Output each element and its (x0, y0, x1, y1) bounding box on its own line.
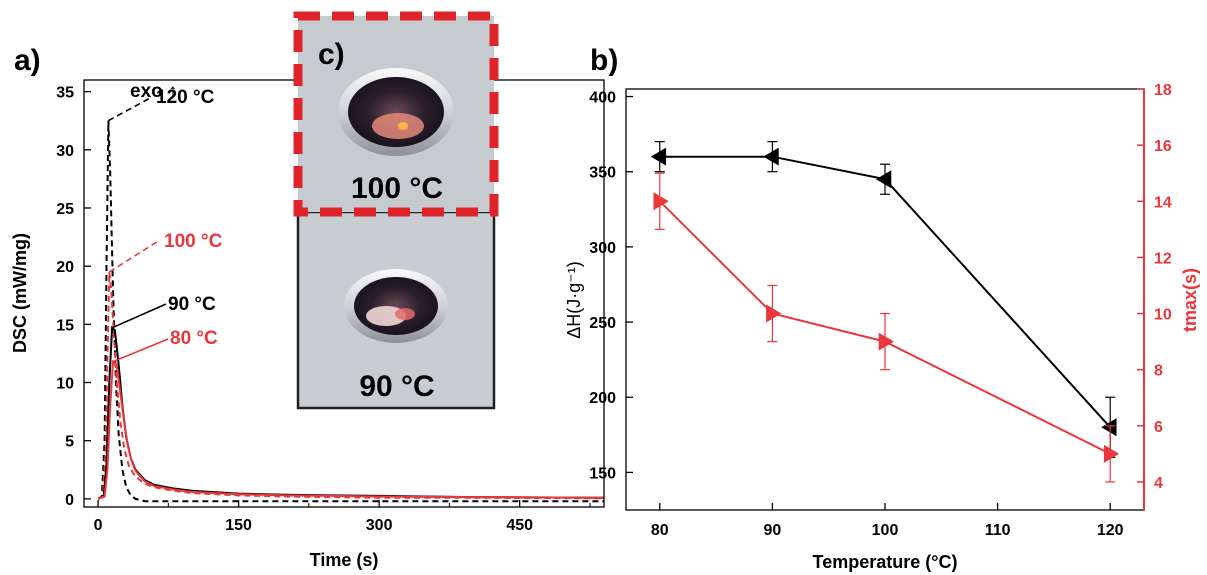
a-y-tick-label: 0 (65, 492, 74, 509)
b-x-tick-label: 110 (985, 522, 1011, 539)
series-line-1 (659, 200, 1111, 455)
annotation-leader-line (111, 303, 167, 329)
panel-b-temperature-chart: 80 90 100 110 120 150 200 250 300 350 400 4 6 8 10 12 14… (564, 82, 1200, 572)
b-y2-tick-label: 8 (1154, 363, 1163, 380)
annotation-label: 80 °C (170, 328, 218, 349)
panel-b-y2-axis-label: tmax(s) (1180, 268, 1200, 332)
annotation-label: 90 °C (168, 294, 216, 315)
data-point-marker (650, 147, 667, 166)
panel-c-photos: c) 100 °C 90 °C (293, 11, 499, 410)
a-y-tick-label: 15 (56, 317, 74, 334)
a-x-tick-label: 150 (225, 517, 252, 534)
panel-c-label: c) (318, 38, 345, 71)
data-point-marker (763, 147, 779, 166)
b-y-tick-label: 150 (589, 465, 616, 482)
b-y2-tick-label: 12 (1154, 250, 1172, 267)
b-y-tick-label: 350 (589, 165, 616, 182)
b-x-tick-label: 120 (1097, 522, 1124, 539)
photo-100c-dashed-frame (293, 11, 499, 217)
panel-a-y-axis-label: DSC (mW/mg) (10, 233, 30, 353)
annotation-leader-line (107, 96, 153, 122)
b-y2-tick-label: 14 (1154, 194, 1172, 211)
b-y-tick-label: 200 (589, 390, 616, 407)
a-x-tick-label: 450 (506, 517, 533, 534)
series-line-0 (659, 155, 1111, 428)
annotation-label: 100 °C (164, 231, 223, 252)
panel-b-y-axis-label: ΔH(J·g⁻¹) (564, 261, 584, 339)
panel-b-x-axis-label: Temperature (°C) (813, 552, 958, 572)
a-x-tick-label: 0 (94, 517, 103, 534)
b-y2-tick-label: 6 (1154, 419, 1163, 436)
panel-a-dsc-chart: 0 150 300 450 0 5 10 15 20 25 30 35 Time (s) DSC (m… (10, 79, 605, 570)
panel-b-left-axis-label: ΔH(J·g⁻¹) (564, 261, 584, 339)
data-point-marker (766, 304, 782, 323)
b-x-tick-label: 80 (651, 522, 669, 539)
data-point-marker (1103, 444, 1120, 463)
a-y-tick-label: 25 (56, 201, 74, 218)
data-point-marker (653, 192, 669, 211)
annotation-leader-line (108, 239, 161, 273)
photo-100c-caption: 100 °C (351, 172, 443, 205)
b-y-tick-label: 300 (589, 240, 616, 257)
dsc-curves (97, 120, 605, 503)
annotation-label: 120 °C (156, 87, 215, 108)
a-x-tick-label: 300 (366, 517, 393, 534)
b-y2-tick-label: 4 (1154, 475, 1163, 492)
a-y-tick-label: 10 (56, 376, 74, 393)
panel-b-frame (625, 88, 1145, 511)
annotation-label: exo ↑ (130, 81, 178, 102)
data-point-marker (1101, 418, 1117, 437)
data-point-marker (878, 332, 894, 351)
data-point-marker (876, 170, 892, 189)
dsc-curve-1 (97, 271, 605, 500)
annotation-leader-line (112, 338, 169, 363)
panel-a-label: a) (14, 44, 41, 77)
b-x-tick-label: 90 (763, 522, 781, 539)
a-y-tick-label: 5 (65, 434, 74, 451)
photo-90c-caption: 90 °C (359, 370, 434, 403)
b-y-tick-label: 400 (589, 90, 616, 107)
a-y-tick-label: 20 (56, 259, 74, 276)
b-y2-tick-label: 10 (1154, 307, 1172, 324)
pan-90c-image (344, 269, 448, 343)
pan-100c-image (338, 68, 454, 156)
dsc-curve-3 (97, 359, 605, 500)
b-x-tick-label: 100 (872, 522, 899, 539)
enthalpy-and-tmax-series (650, 141, 1120, 483)
b-y2-tick-label: 16 (1154, 138, 1172, 155)
panel-b-label: b) (590, 44, 618, 77)
a-y-tick-label: 30 (56, 143, 74, 160)
b-y2-tick-label: 18 (1154, 82, 1172, 99)
panel-a-x-axis-label: Time (s) (310, 550, 379, 570)
panel-b-right-axis-label: tmax(s) (1180, 268, 1200, 332)
a-y-tick-label: 35 (56, 85, 74, 102)
b-y-tick-label: 250 (589, 315, 616, 332)
